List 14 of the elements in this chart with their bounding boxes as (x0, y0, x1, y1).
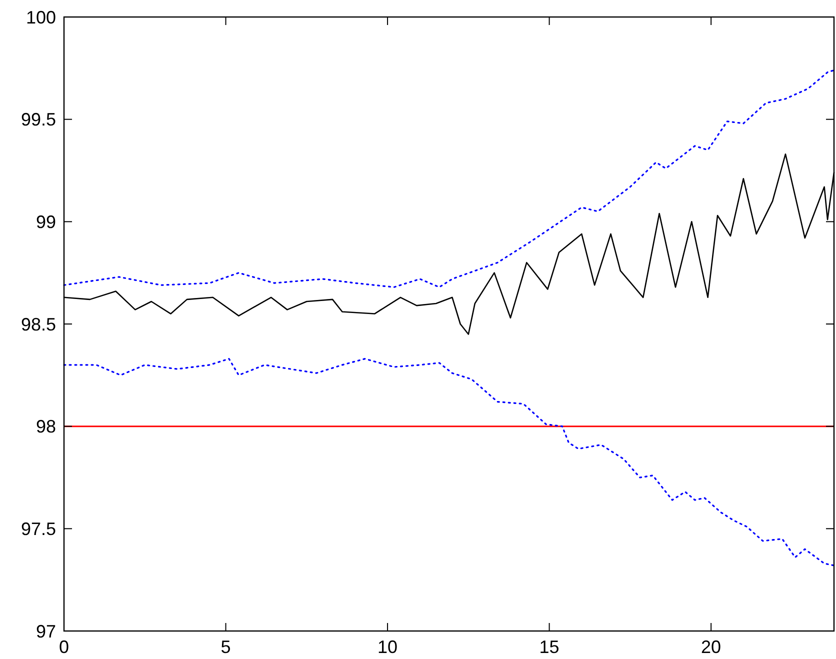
x-tick-label: 5 (220, 637, 231, 657)
y-tick-label: 97.5 (20, 518, 56, 539)
y-tick-label: 98.5 (20, 314, 56, 334)
line-series (63, 358, 835, 566)
x-tick-label: 10 (378, 637, 398, 657)
y-tick-label: 98 (36, 416, 56, 437)
y-tick-label: 99 (36, 212, 56, 232)
x-tick-label: 0 (58, 637, 70, 657)
y-tick-label: 99.5 (20, 110, 56, 130)
y-tick-label: 100 (26, 7, 56, 28)
x-tick-label: 15 (539, 637, 560, 657)
line-series (63, 69, 835, 288)
y-tick-label: 97 (36, 621, 56, 642)
x-tick-label: 20 (701, 637, 722, 657)
